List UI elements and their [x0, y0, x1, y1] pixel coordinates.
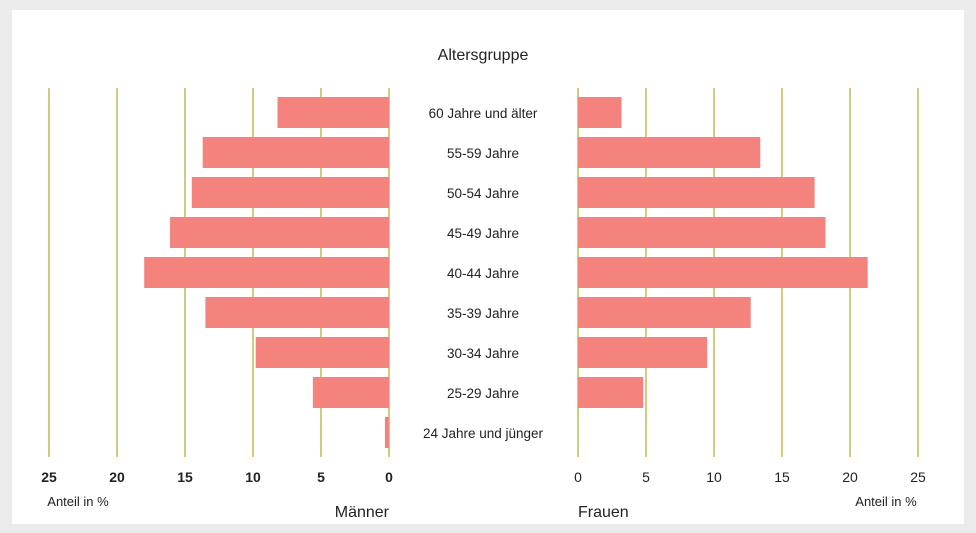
tick-label-right: 10 — [706, 469, 722, 485]
category-label: 55-59 Jahre — [447, 146, 519, 161]
bar-women — [578, 377, 644, 408]
bar-men — [191, 177, 389, 208]
bar-men — [205, 297, 389, 328]
category-label: 40-44 Jahre — [447, 266, 519, 281]
tick-label-left: 25 — [41, 469, 57, 485]
category-label: 60 Jahre und älter — [429, 106, 538, 121]
xlabel-left: Anteil in % — [47, 494, 109, 509]
bar-women — [578, 217, 826, 248]
bar-women — [578, 337, 708, 368]
tick-label-left: 20 — [109, 469, 125, 485]
bar-men — [312, 377, 389, 408]
category-label: 35-39 Jahre — [447, 306, 519, 321]
tick-label-right: 5 — [642, 469, 650, 485]
category-label: 25-29 Jahre — [447, 386, 519, 401]
bar-men — [255, 337, 389, 368]
bar-men — [202, 137, 389, 168]
tick-label-right: 25 — [910, 469, 926, 485]
bar-women — [578, 97, 622, 128]
tick-label-left: 5 — [317, 469, 325, 485]
tick-label-right: 15 — [774, 469, 790, 485]
tick-label-left: 10 — [245, 469, 261, 485]
bar-women — [578, 137, 761, 168]
bar-men — [384, 417, 389, 448]
bar-women — [578, 297, 751, 328]
tick-label-right: 20 — [842, 469, 858, 485]
category-label: 45-49 Jahre — [447, 226, 519, 241]
bar-men — [170, 217, 389, 248]
series-label-men: Männer — [335, 504, 390, 521]
tick-label-left: 15 — [177, 469, 193, 485]
category-label: 30-34 Jahre — [447, 346, 519, 361]
bar-women — [578, 257, 868, 288]
category-label: 24 Jahre und jünger — [423, 426, 544, 441]
category-label: 50-54 Jahre — [447, 186, 519, 201]
bar-men — [144, 257, 389, 288]
series-label-women: Frauen — [578, 504, 629, 521]
tick-label-left: 0 — [385, 469, 393, 485]
xlabel-right: Anteil in % — [855, 494, 917, 509]
bar-men — [277, 97, 389, 128]
tick-label-right: 0 — [574, 469, 582, 485]
bar-women — [578, 177, 815, 208]
chart-title: Altersgruppe — [438, 47, 529, 64]
